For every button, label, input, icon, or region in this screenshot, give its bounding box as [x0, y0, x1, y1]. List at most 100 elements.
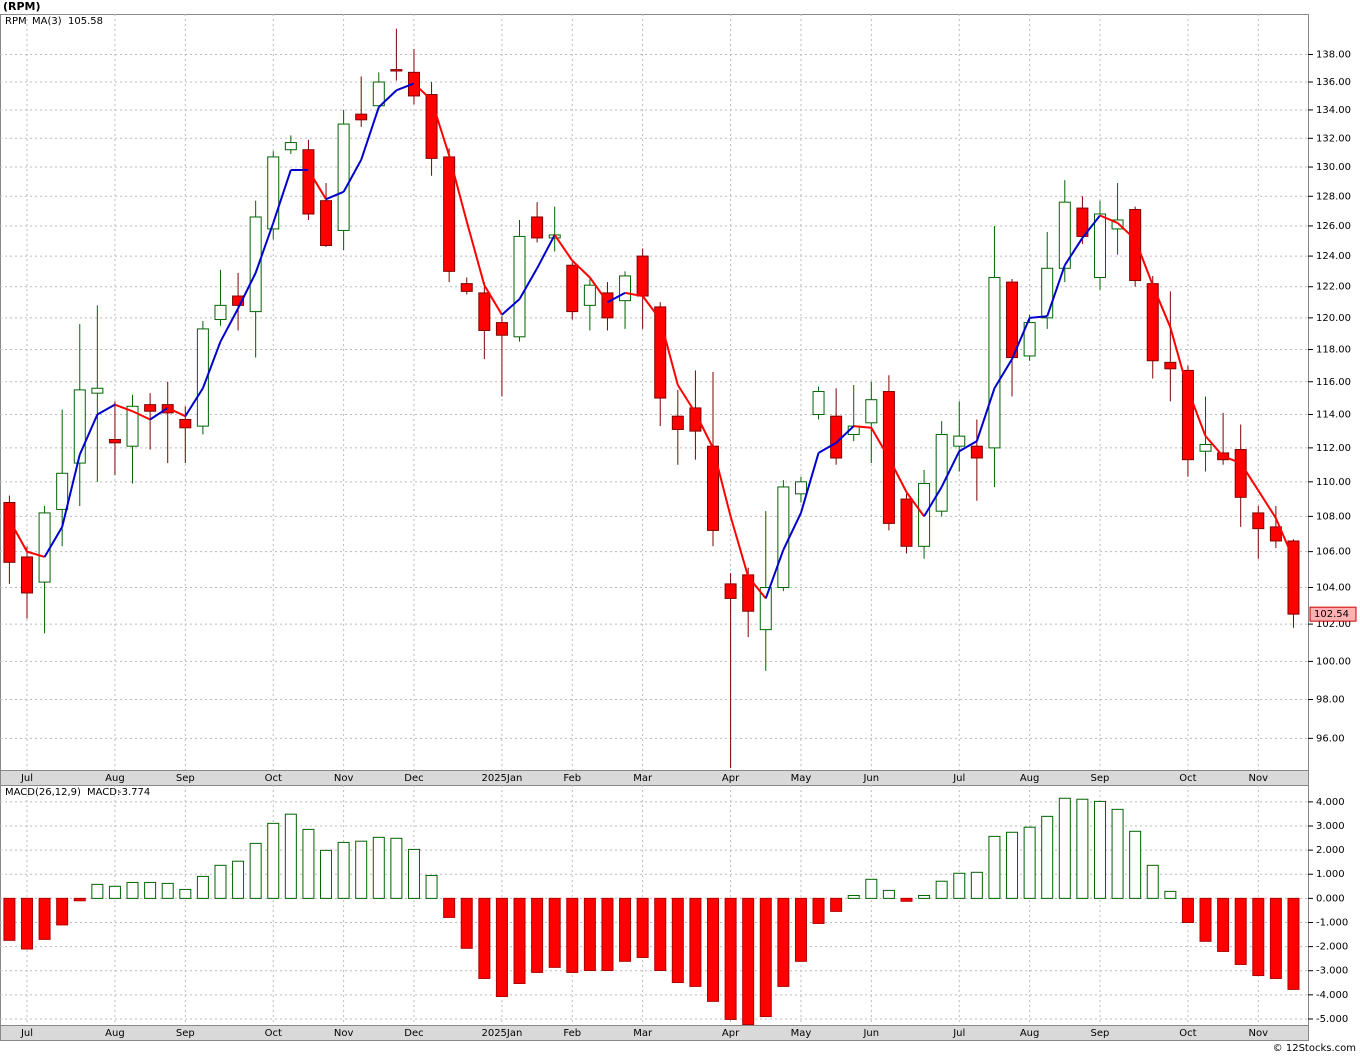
ma-segment	[553, 234, 574, 262]
macd-bar	[179, 888, 192, 899]
macd-bar	[689, 897, 702, 987]
candle-body	[830, 415, 843, 459]
ma-segment	[483, 284, 503, 316]
ma-segment	[676, 384, 697, 414]
macd-bar	[337, 841, 350, 899]
macd-bar	[320, 849, 333, 899]
macd-bar	[196, 875, 209, 899]
ma-segment	[272, 169, 292, 224]
y-tick-label: 134.00	[1316, 105, 1351, 116]
ma-segment	[254, 222, 275, 274]
ma-segment	[430, 99, 451, 156]
y-tick-label: 4.000	[1316, 797, 1345, 808]
ma-segment	[1151, 284, 1172, 328]
candle-body	[355, 113, 368, 121]
x-tick-label: Aug	[105, 773, 125, 784]
macd-bar	[1058, 797, 1071, 899]
legend-macd: MACD:	[87, 787, 120, 798]
ma-segment	[641, 295, 662, 321]
x-tick-label: Feb	[563, 1028, 581, 1039]
y-tick-label: 0.000	[1316, 893, 1345, 904]
candle-body	[1252, 512, 1265, 530]
ma-segment	[536, 234, 556, 269]
x-tick-label: 2025Jan	[481, 1028, 522, 1039]
macd-bar	[73, 897, 86, 902]
macd-bar	[390, 837, 403, 899]
candle-body	[935, 433, 948, 512]
ma-segment	[413, 82, 433, 101]
macd-bar	[355, 840, 368, 899]
ma-segment	[378, 89, 398, 108]
x-tick-label: Nov	[334, 773, 354, 784]
candle-body	[777, 486, 790, 589]
candle-body	[759, 587, 772, 631]
macd-bar	[1217, 897, 1230, 952]
last-price-label: 102.54	[1314, 609, 1349, 620]
candle-body	[1181, 369, 1194, 461]
macd-bar	[214, 864, 227, 899]
x-tick-label: Aug	[105, 1028, 125, 1039]
macd-bar	[654, 897, 667, 971]
macd-bar	[918, 894, 931, 899]
candle-body	[531, 216, 544, 239]
ma-segment	[659, 319, 679, 386]
x-axis-band	[0, 770, 1309, 786]
ma-segment	[589, 276, 609, 303]
macd-bar	[1076, 798, 1089, 899]
ma-segment	[975, 387, 996, 442]
macd-bar	[108, 885, 121, 899]
ma-segment	[1169, 327, 1189, 391]
macd-bar	[478, 897, 491, 979]
y-tick-label: 130.00	[1316, 162, 1351, 173]
y-tick-label: 116.00	[1316, 377, 1351, 388]
ma-segment	[149, 407, 169, 421]
y-tick-label: 102.00	[1316, 619, 1351, 630]
macd-bar	[372, 836, 385, 899]
x-tick-label: Jun	[862, 773, 879, 784]
candle-body	[988, 276, 1001, 449]
macd-bar	[900, 897, 913, 902]
ma-segment	[606, 292, 626, 304]
x-tick-label: Jul	[20, 1028, 33, 1039]
candle-body	[20, 556, 33, 594]
macd-bar	[601, 897, 614, 971]
macd-bar	[777, 897, 790, 987]
macd-bar	[619, 897, 632, 962]
ma-segment	[219, 308, 239, 343]
y-tick-label: -2.000	[1316, 942, 1348, 953]
candle-body	[654, 306, 667, 399]
macd-bar	[794, 897, 807, 962]
y-tick-label: 132.00	[1316, 133, 1351, 144]
ma-segment	[96, 403, 116, 416]
ma-segment	[853, 425, 872, 429]
x-tick-label: Oct	[1179, 1028, 1196, 1039]
y-tick-label: 1.000	[1316, 869, 1345, 880]
x-tick-label: Nov	[1249, 773, 1269, 784]
candle-body	[636, 255, 649, 297]
legend-ma: MA(3)	[32, 16, 62, 27]
macd-bar	[249, 842, 262, 899]
ma-segment	[1239, 462, 1260, 491]
macd-bar	[1199, 897, 1212, 942]
candle-body	[91, 387, 104, 394]
y-tick-label: 126.00	[1316, 221, 1351, 232]
candle-body	[1269, 526, 1282, 542]
macd-bar	[1093, 800, 1106, 899]
candle-body	[865, 399, 878, 424]
ma-segment	[905, 491, 925, 517]
ma-segment	[78, 414, 99, 456]
macd-bar	[302, 828, 315, 899]
y-tick-label: -4.000	[1316, 990, 1348, 1001]
ma-segment	[396, 82, 415, 92]
macd-bar	[953, 872, 966, 899]
candle-body	[1199, 444, 1212, 452]
ma-segment	[1011, 317, 1031, 360]
candle-body	[337, 123, 350, 231]
ma-segment	[764, 549, 785, 599]
ma-segment	[1186, 389, 1207, 437]
ma-segment	[729, 516, 750, 577]
y-tick-label: 3.000	[1316, 821, 1345, 832]
macd-bar	[1146, 864, 1159, 899]
macd-bar	[671, 897, 684, 984]
candle-body	[1023, 322, 1036, 357]
